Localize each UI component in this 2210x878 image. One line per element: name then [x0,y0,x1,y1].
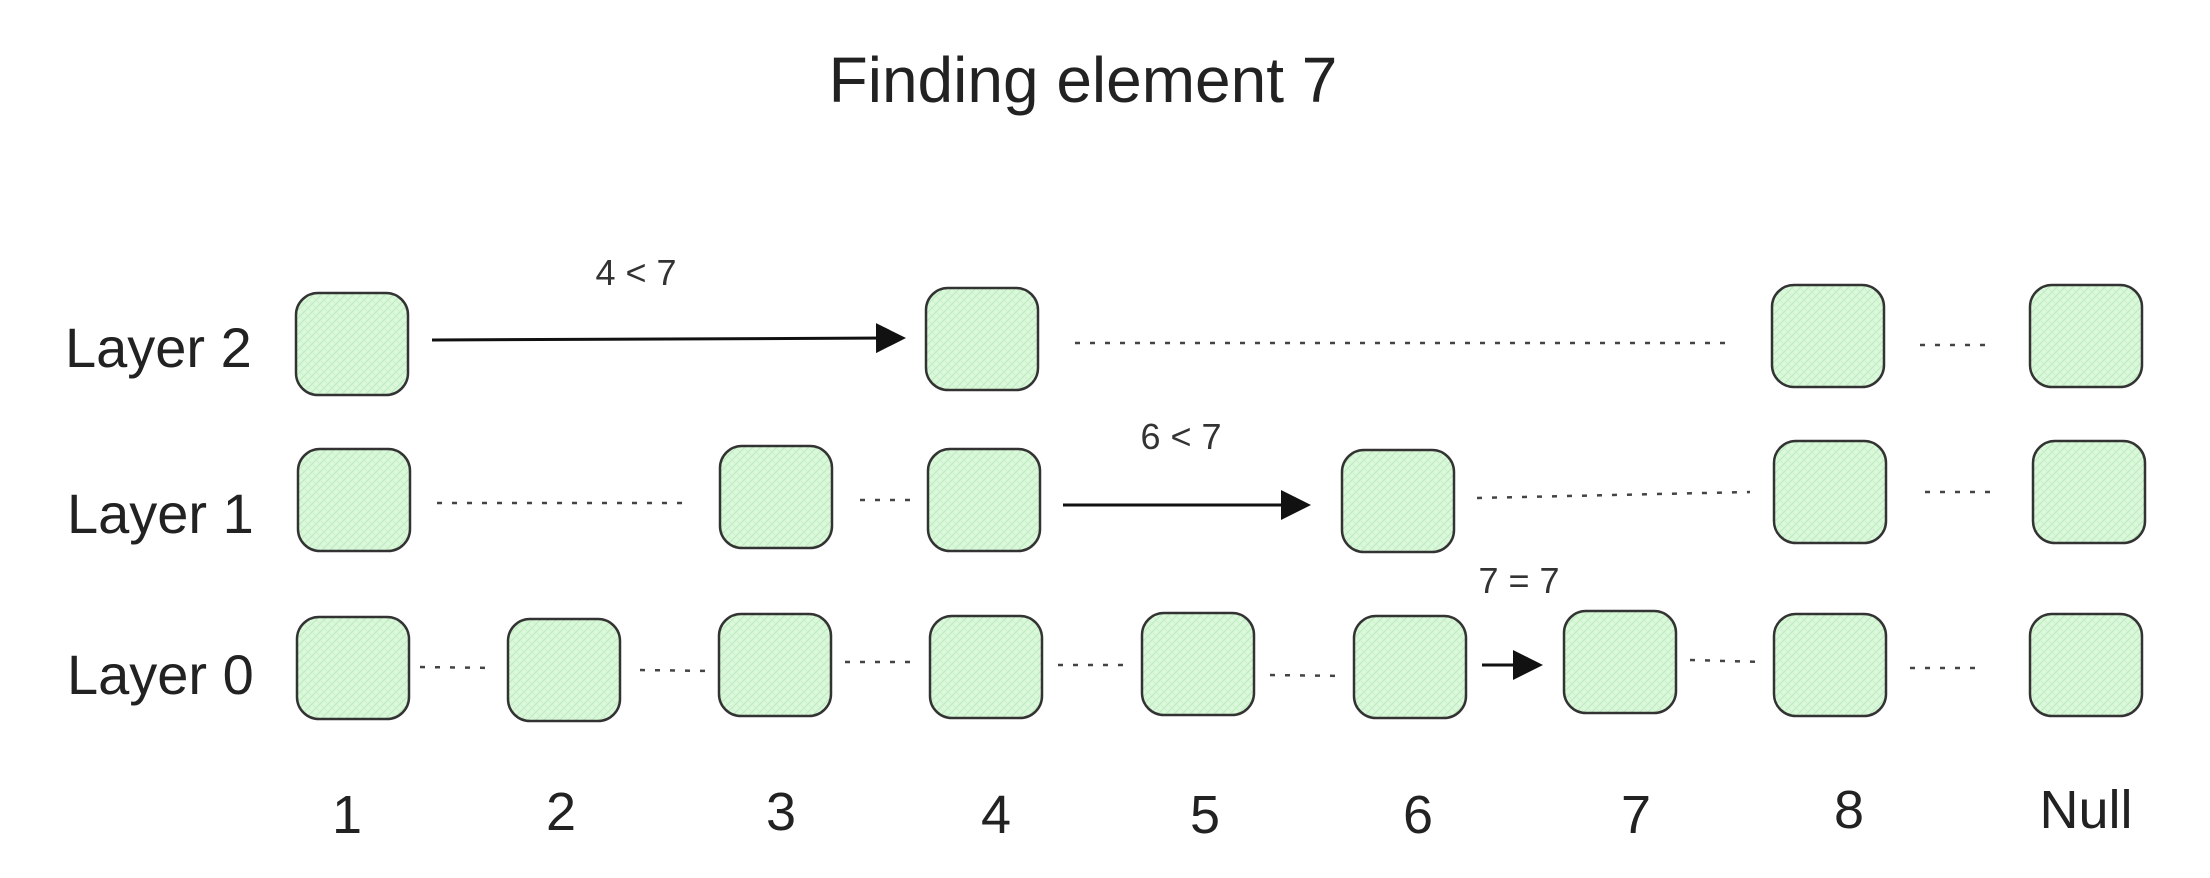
index-label-5: 5 [1190,785,1220,845]
comparison-label-layer1: 6 < 7 [1140,416,1221,457]
index-label-6: 6 [1403,785,1433,845]
index-label-7: 7 [1621,785,1651,845]
node-layer1-6 [1340,448,1456,554]
node-layer0-3 [717,612,833,718]
index-label-3: 3 [766,782,796,842]
link-layer0-7-8 [1689,658,1764,664]
node-layer0-8 [1772,612,1888,718]
node-layer0-6 [1352,614,1468,720]
node-layer1-1 [296,447,412,553]
index-label-1: 1 [332,785,362,845]
node-layer2-8 [1770,283,1886,389]
layer-label-1: Layer 1 [67,482,254,545]
node-layer2-1 [294,291,410,397]
link-layer0-5-6 [1269,673,1346,678]
link-layer0-1-2 [419,665,496,670]
comparison-label-layer2: 4 < 7 [595,252,676,293]
node-layer0-null [2028,612,2144,718]
node-layer2-4 [924,286,1040,392]
node-layer1-4 [926,447,1042,553]
node-layer1-8 [1772,439,1888,545]
node-layer0-4 [928,614,1044,720]
node-layer0-5 [1140,611,1256,717]
layer-label-0: Layer 0 [67,643,254,706]
node-layer0-2 [506,617,622,723]
node-layer2-null [2028,283,2144,389]
search-arrow-layer2 [431,323,906,354]
index-label-8: 8 [1834,780,1864,840]
index-label-4: 4 [981,785,1011,845]
node-layer0-7 [1562,609,1678,715]
node-layer1-null [2031,439,2147,545]
index-label-null: Null [2039,780,2132,840]
index-label-2: 2 [546,782,576,842]
diagram-title: Finding element 7 [829,44,1338,116]
layer-label-2: Layer 2 [65,316,252,379]
node-layer1-3 [718,444,834,550]
link-layer1-6-8 [1476,490,1751,500]
link-layer0-2-3 [639,668,713,673]
comparison-label-layer0: 7 = 7 [1478,560,1559,601]
node-layer0-1 [295,615,411,721]
